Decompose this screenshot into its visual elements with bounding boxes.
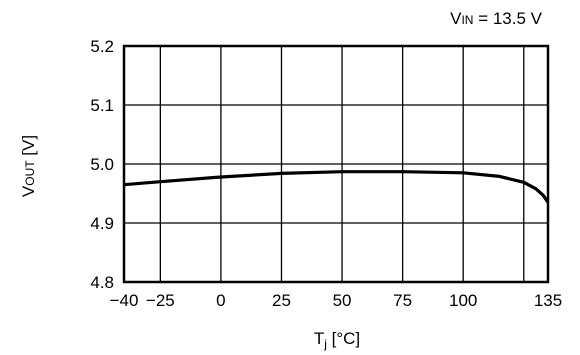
plot-frame <box>122 44 550 284</box>
x-tick-label: 135 <box>534 291 562 310</box>
y-tick-label: 5.1 <box>90 96 114 115</box>
x-axis-label: Tj [°C] <box>314 329 360 351</box>
series-layer <box>123 170 550 204</box>
y-tick-label: 5.2 <box>90 37 114 56</box>
x-tick-label: 25 <box>272 291 291 310</box>
x-tick-labels: −40 −25 0 25 50 75 100 135 <box>110 291 563 310</box>
y-tick-labels: 4.8 4.9 5.0 5.1 5.2 <box>90 37 114 292</box>
x-tick-label: 0 <box>216 291 225 310</box>
series-line <box>123 170 550 204</box>
x-tick-label: 100 <box>449 291 477 310</box>
x-tick-label: 75 <box>393 291 412 310</box>
x-tick-label: −25 <box>146 291 175 310</box>
y-tick-label: 5.0 <box>90 155 114 174</box>
y-axis-label: VOUT [V] <box>19 135 38 197</box>
y-tick-label: 4.8 <box>90 273 114 292</box>
y-tick-label: 4.9 <box>90 214 114 233</box>
x-tick-label: 50 <box>333 291 352 310</box>
x-tick-label: −40 <box>110 291 139 310</box>
vin-annotation: VIN = 13.5 V <box>450 9 543 28</box>
grid <box>123 45 549 283</box>
